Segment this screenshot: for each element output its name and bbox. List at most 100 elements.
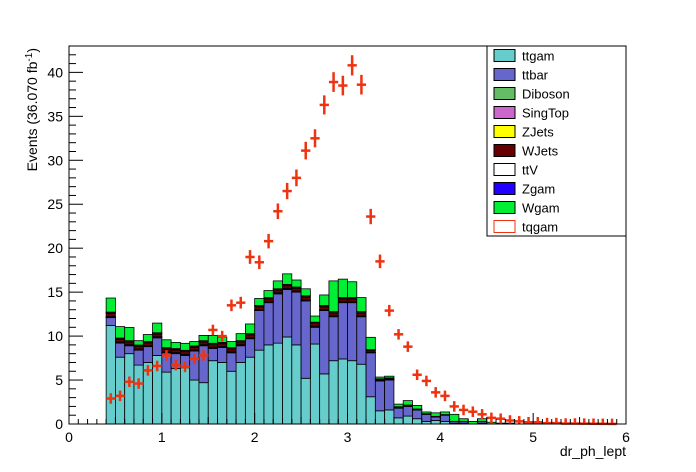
marker-tqgam-8 (180, 361, 190, 373)
marker-tqgam-10 (198, 350, 209, 361)
legend-entry-ttgam: ttgam (493, 49, 555, 64)
marker-tqgam-26 (347, 55, 357, 76)
marker-tqgam-18 (273, 203, 283, 220)
bar-ttgam-17 (263, 344, 274, 425)
bar-Wgam-1 (115, 326, 126, 339)
bar-ttbar-28 (365, 352, 376, 398)
svg-text:SingTop: SingTop (522, 106, 569, 121)
bar-Wgam-0 (105, 297, 116, 313)
svg-text:Zgam: Zgam (522, 182, 555, 197)
marker-tqgam-47 (542, 417, 552, 425)
bar-Wgam-22 (309, 315, 321, 323)
marker-tqgam-11 (208, 324, 218, 336)
y-axis-label: Events (36.070 fb-1) (24, 48, 40, 171)
bar-ttgam-9 (189, 379, 200, 425)
bar-Wgam-9 (189, 341, 200, 347)
marker-tqgam-14 (236, 296, 246, 309)
marker-tqgam-39 (468, 406, 478, 417)
y-axis-label-superscript: -1 (24, 52, 35, 61)
marker-tqgam-27 (356, 74, 367, 95)
bar-Wgam-20 (291, 279, 302, 288)
marker-tqgam-40 (477, 409, 487, 420)
bar-ttbar-4 (142, 346, 153, 363)
bar-ttgam-33 (412, 418, 423, 425)
bar-ttbar-11 (207, 347, 218, 362)
marker-tqgam-32 (403, 341, 413, 352)
bar-ttbar-2 (124, 345, 135, 355)
marker-tqgam-1 (115, 390, 125, 402)
x-axis-label: dr_ph_lept (560, 443, 626, 459)
bar-ttbar-36 (439, 414, 451, 422)
bar-Wgam-25 (337, 278, 348, 298)
legend-entry-tqgam: tqgam (493, 220, 558, 235)
bar-Wgam-38 (458, 418, 469, 422)
marker-tqgam-44 (514, 416, 524, 424)
marker-tqgam-28 (366, 208, 376, 225)
bar-Wgam-17 (263, 290, 274, 298)
bar-Wgam-2 (124, 327, 135, 342)
bar-Wgam-28 (365, 336, 376, 351)
marker-tqgam-15 (245, 250, 255, 264)
bar-ttgam-11 (207, 360, 218, 425)
bar-ttbar-5 (152, 337, 163, 356)
svg-text:ttbar: ttbar (522, 68, 549, 83)
bar-Wgam-11 (207, 334, 218, 344)
marker-tqgam-33 (412, 369, 422, 381)
legend-entry-WJets: WJets (493, 144, 559, 159)
bar-ttbar-16 (254, 310, 265, 351)
legend-entry-ttV: ttV (493, 163, 538, 178)
y-tick-label: 5 (55, 372, 63, 388)
bar-ttgam-19 (282, 336, 293, 425)
marker-tqgam-45 (523, 416, 534, 424)
x-tick-label: 0 (65, 429, 73, 445)
y-tick-label: 10 (47, 328, 63, 344)
marker-tqgam-25 (338, 75, 348, 96)
bar-Wgam-34 (421, 411, 432, 415)
svg-text:ttV: ttV (522, 163, 538, 178)
marker-tqgam-38 (458, 404, 469, 416)
marker-tqgam-46 (533, 416, 543, 424)
legend-entry-Zgam: Zgam (493, 182, 555, 197)
marker-tqgam-16 (254, 255, 264, 270)
bar-ttgam-20 (291, 344, 302, 425)
marker-tqgam-36 (440, 390, 450, 402)
bar-ttgam-27 (356, 363, 367, 425)
bar-ttbar-27 (356, 316, 367, 365)
bar-Wgam-29 (374, 376, 386, 380)
bar-ttgam-35 (430, 420, 441, 425)
bar-Wgam-23 (319, 294, 330, 306)
y-tick-label: 30 (47, 152, 63, 168)
legend-entry-ttbar: ttbar (493, 68, 549, 83)
bar-Wgam-37 (449, 413, 460, 422)
svg-text:WJets: WJets (522, 144, 559, 159)
bar-ttbar-18 (272, 293, 283, 344)
y-tick-label: 0 (55, 416, 63, 432)
bar-ttbar-19 (282, 289, 293, 338)
y-axis-label-main: Events (36.070 fb (24, 61, 40, 171)
bar-ttbar-29 (374, 380, 386, 412)
bar-Wgam-36 (439, 411, 451, 415)
marker-tqgam-3 (133, 378, 144, 389)
bar-ttbar-25 (337, 302, 348, 360)
bar-ttbar-24 (328, 316, 339, 362)
bar-ttgam-14 (235, 362, 246, 425)
marker-tqgam-24 (328, 72, 339, 92)
y-axis-label-close: ) (24, 48, 40, 53)
bar-ttbar-34 (421, 413, 432, 422)
bar-Wgam-21 (300, 288, 311, 297)
bar-Wgam-15 (244, 323, 256, 335)
bar-ttgam-32 (402, 415, 413, 425)
svg-text:Diboson: Diboson (522, 87, 570, 102)
bar-ttbar-15 (244, 338, 256, 358)
legend-entry-SingTop: SingTop (493, 106, 569, 121)
marker-tqgam-12 (217, 330, 227, 342)
bar-Wgam-4 (142, 334, 153, 342)
bar-Wgam-3 (133, 340, 144, 346)
bar-ttbar-0 (105, 317, 116, 326)
bar-Wgam-18 (272, 280, 283, 290)
bar-ttgam-13 (226, 370, 237, 425)
bar-Wgam-33 (412, 405, 423, 410)
bar-ttgam-2 (124, 353, 135, 425)
bar-ttgam-24 (328, 360, 339, 425)
